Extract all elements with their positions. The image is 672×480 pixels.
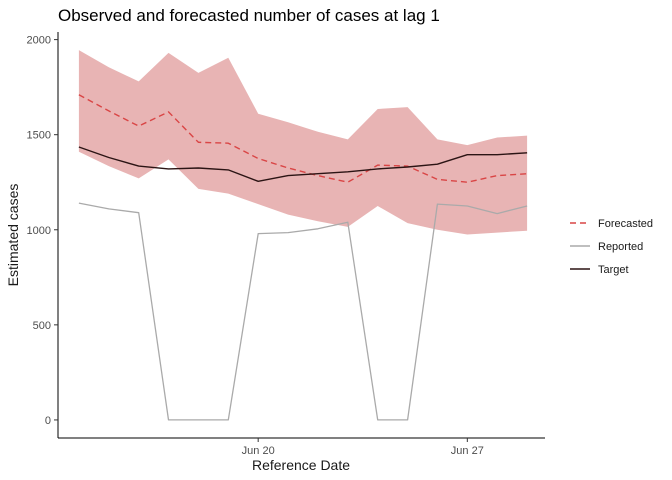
y-axis-title: Estimated cases — [5, 184, 21, 287]
legend: Forecasted Reported Target — [570, 218, 653, 276]
axes-layer — [57, 32, 545, 439]
series-line-forecasted — [78, 94, 528, 183]
x-tick-label: Jun 20 — [242, 445, 275, 457]
y-tick-label: 1500 — [27, 130, 51, 142]
series-line-reported — [78, 202, 528, 421]
y-tick-label: 2000 — [27, 35, 51, 47]
legend-label-reported: Reported — [598, 241, 643, 253]
y-axis-ticks: 0 500 1000 1500 2000 — [27, 35, 58, 427]
forecast-interval-band-layer — [78, 50, 528, 235]
forecast-interval-band — [78, 50, 528, 235]
x-tick-label: Jun 27 — [451, 445, 484, 457]
series-line-target — [78, 146, 528, 183]
x-axis-title: Reference Date — [252, 457, 350, 473]
series-layer — [78, 94, 528, 421]
y-tick-label: 0 — [45, 415, 51, 427]
legend-label-forecasted: Forecasted — [598, 218, 653, 230]
chart-title: Observed and forecasted number of cases … — [58, 6, 440, 25]
y-tick-label: 1000 — [27, 225, 51, 237]
y-tick-label: 500 — [33, 320, 51, 332]
legend-label-target: Target — [598, 264, 629, 276]
x-axis-ticks: Jun 20 Jun 27 — [242, 438, 484, 457]
